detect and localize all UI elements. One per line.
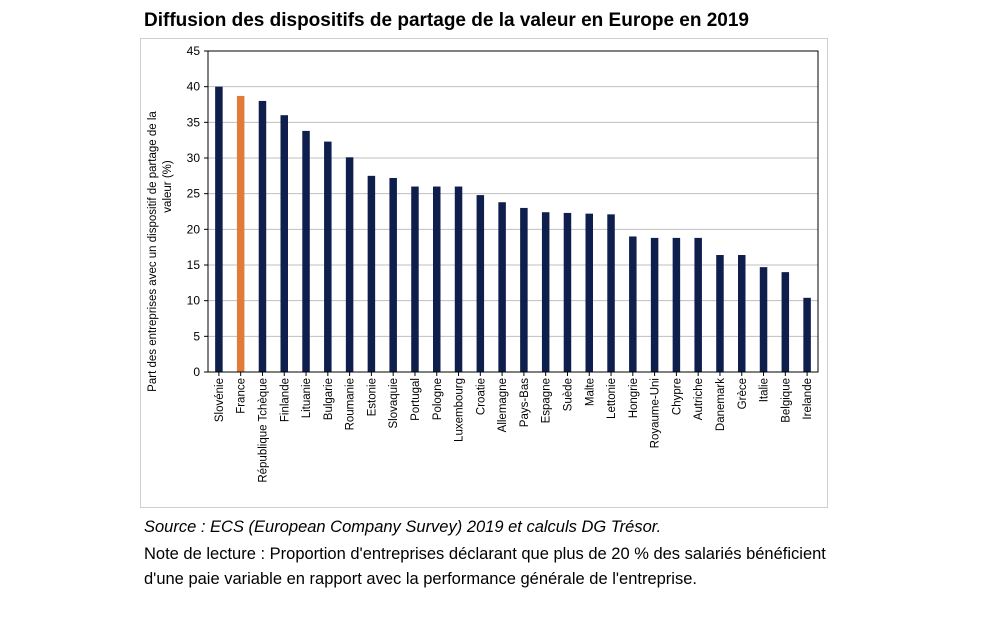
x-tick-label: Roumanie [345,378,357,430]
bar-allemagne [498,202,506,372]
x-axis-ticks: Slovénie France République Tchèque Finlande… [214,372,814,483]
chart-title: Diffusion des dispositifs de partage de … [144,10,750,31]
x-tick-label: République Tchèque [257,378,269,483]
y-tick-label: 40 [187,80,201,94]
bar-slovaquie [389,177,397,372]
x-tick-label: Portugal [410,378,422,421]
y-tick-label: 30 [187,151,201,165]
y-tick-label: 25 [187,187,201,201]
x-tick-label: Italie [759,378,771,402]
bar-espagne [541,212,550,372]
x-tick-label: Bulgarie [323,378,335,420]
y-axis-label-line-1: Part des entreprises avec un dispositif … [147,111,159,392]
bar-roumanie [345,157,354,372]
x-tick-label: Autriche [693,378,705,420]
bar-pays-bas [520,207,528,372]
x-tick-label: Lituanie [301,378,313,418]
x-tick-label: Irelande [802,378,814,420]
x-tick-label: Danemark [715,378,727,431]
bar-hongrie [629,236,637,372]
bar-croatie [476,195,485,372]
bar-italie [759,267,768,372]
bar-estonie [367,175,376,372]
bar-bulgarie [324,141,332,372]
bar-danemark [716,255,724,372]
x-tick-label: Grèce [737,378,749,409]
y-tick-label: 0 [193,365,200,379]
x-tick-label: Pologne [432,378,444,420]
x-tick-label: Estonie [366,378,378,416]
bar-irelande [803,297,811,372]
bar-r-publique-tch-que [258,100,267,372]
y-axis-label-line-2: valeur (%) [162,160,174,213]
y-tick-label: 5 [193,329,200,343]
x-tick-label: Malte [584,378,596,406]
bar-luxembourg [454,186,463,372]
bar-france [236,95,245,372]
bar-portugal [411,186,419,372]
bar-gr-ce [738,255,746,372]
bar-belgique [781,272,790,372]
x-tick-label: Belgique [780,378,792,423]
bar-malte [585,213,593,372]
x-tick-label: Pays-Bas [519,378,531,427]
x-tick-label: Chypre [671,378,683,415]
x-tick-label: Slovénie [214,378,226,422]
x-tick-label: Slovaquie [388,378,400,429]
y-tick-label: 20 [187,222,201,236]
y-axis-ticks: 0 5 10 15 20 25 30 35 40 45 [187,44,208,379]
chart-frame [140,38,828,508]
x-tick-label: Espagne [541,378,553,423]
x-tick-label: Croatie [475,378,487,415]
plot-border [207,50,819,373]
x-tick-label: Allemagne [497,378,509,432]
y-tick-label: 45 [187,44,201,58]
bar-royaume-uni [650,237,659,372]
bar-lituanie [302,130,310,372]
y-tick-label: 10 [187,294,201,308]
grid-layer [208,86,818,337]
bar-lettonie [607,214,615,372]
x-tick-label: Hongrie [628,378,640,418]
y-tick-label: 15 [187,258,201,272]
bar-pologne [433,186,441,372]
x-tick-label: Lettonie [606,378,618,419]
bar-slov-nie [215,86,223,372]
bar-su-de [563,212,572,372]
bar-chart: 0 5 10 15 20 25 30 35 40 45 Slovénie France Républi… [147,44,819,483]
bar-finlande [280,115,288,372]
bar-chypre [672,237,681,372]
source-note: Source : ECS (European Company Survey) 2… [144,518,662,536]
bars-layer [215,86,811,372]
x-tick-label: Suède [562,378,574,411]
x-tick-label: France [236,378,248,414]
x-tick-label: Luxembourg [454,378,466,442]
y-tick-label: 35 [187,115,201,129]
x-tick-label: Royaume-Uni [650,378,662,448]
reading-note: Note de lecture : Proportion d'entrepris… [144,545,826,588]
x-tick-label: Finlande [279,378,291,422]
bar-autriche [694,237,702,372]
